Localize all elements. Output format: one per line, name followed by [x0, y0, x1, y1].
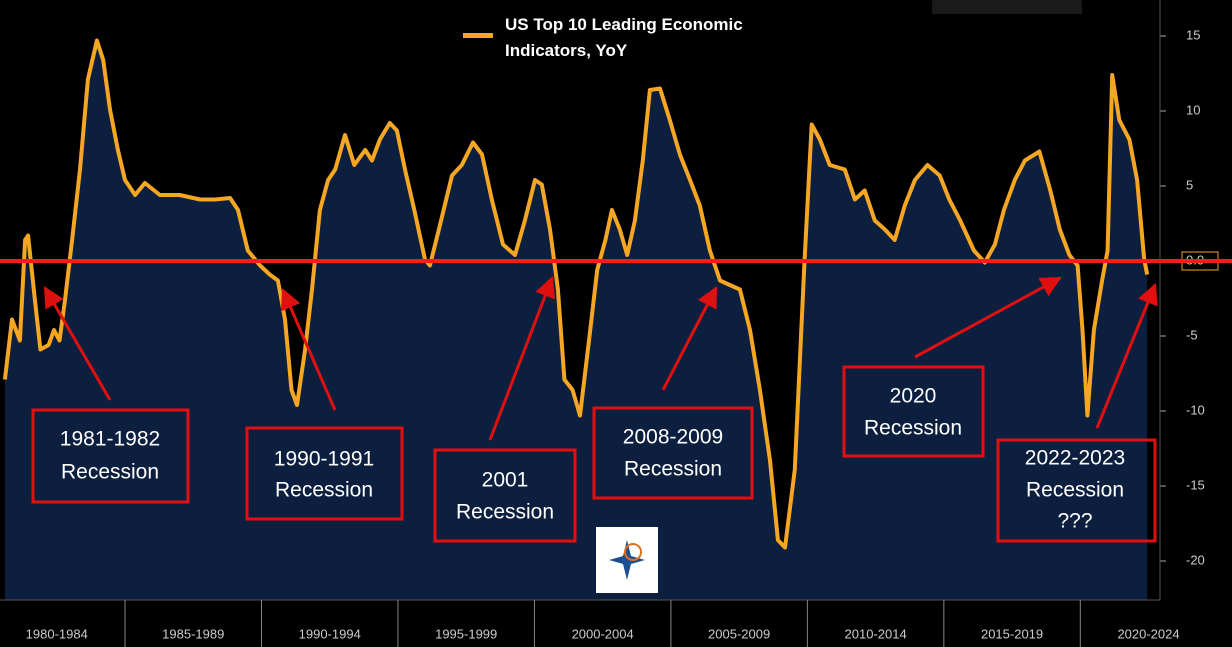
annotation-arrow	[280, 288, 337, 411]
annotation-box	[592, 406, 754, 500]
annotation-arrow	[914, 276, 1062, 359]
annotation-text: ???	[1057, 510, 1092, 533]
y-tick-label: -20	[1186, 552, 1205, 567]
annotation-box	[996, 438, 1157, 543]
legend-label-box: US Top 10 Leading Economic Indicators, Y…	[505, 15, 743, 60]
logo-star	[609, 540, 645, 580]
annotation-arrow	[488, 276, 556, 441]
annotations: 1981-1982 Recession 1990-1991 Recession 2001…	[31, 276, 1158, 543]
annotation-arrow	[43, 286, 112, 401]
annotation-text: 2020	[890, 385, 937, 408]
x-tick-label: 1985-1989	[162, 626, 224, 641]
toolbar	[932, 0, 1082, 14]
logo-ring	[624, 543, 642, 561]
annotation-text: Recession	[864, 417, 962, 440]
area-fill	[4, 40, 1148, 600]
x-tick-label: 2000-2004	[572, 626, 634, 641]
annotation-text: Recession	[456, 501, 554, 524]
y-tick-label: -10	[1186, 402, 1205, 417]
annotation-text: Recession	[1026, 479, 1124, 502]
annotation-box	[245, 426, 404, 521]
line	[2, 38, 1150, 550]
annotation-box	[842, 365, 985, 458]
y-tick-label: -5	[1186, 327, 1198, 342]
x-tick-label: 1990-1994	[299, 626, 361, 641]
x-tick-label: 1995-1999	[435, 626, 497, 641]
x-tick-label: 2015-2019	[981, 626, 1043, 641]
annotation-text: 1981-1982	[60, 428, 160, 451]
toolbar-bg	[932, 0, 1082, 14]
annotation-text: Recession	[624, 458, 722, 481]
x-tick-label: 2010-2014	[845, 626, 907, 641]
annotation-text: Recession	[61, 461, 159, 484]
annotation-text: 1990-1991	[274, 448, 374, 471]
legend-swatch	[463, 33, 493, 38]
annotation-arrow	[1095, 283, 1158, 429]
annotation-text: 2008-2009	[623, 426, 723, 449]
y-tick-label: -15	[1186, 477, 1205, 492]
logo	[596, 527, 658, 593]
legend-label: US Top 10 Leading Economic Indicators, Y…	[505, 15, 743, 60]
annotation-box	[433, 448, 577, 543]
y-tick-label: 10	[1186, 102, 1200, 117]
annotation-text: 2001	[482, 469, 529, 492]
legend: US Top 10 Leading Economic Indicators, Y…	[463, 15, 743, 60]
y-tick-label: 15	[1186, 27, 1200, 42]
annotation-arrow	[661, 286, 718, 391]
y-tick-label: 5	[1186, 177, 1193, 192]
annotation-text: 2022-2023	[1025, 447, 1125, 470]
x-tick-label: 1980-1984	[26, 626, 88, 641]
x-tick-label: 2020-2024	[1117, 626, 1179, 641]
plot	[2, 38, 1150, 600]
x-tick-label: 2005-2009	[708, 626, 770, 641]
annotation-box	[31, 408, 190, 504]
annotation-text: Recession	[275, 479, 373, 502]
